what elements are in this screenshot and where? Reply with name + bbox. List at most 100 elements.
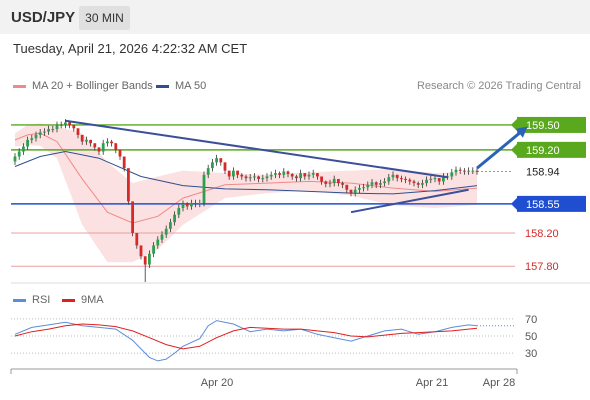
date-label-2: Apr 28 xyxy=(483,377,515,389)
9ma-swatch xyxy=(62,298,75,302)
candle-body xyxy=(156,239,160,246)
level-tag-159.50 xyxy=(517,116,586,133)
candle-body xyxy=(450,172,454,177)
candle-body xyxy=(337,178,340,184)
rsi-9ma-line xyxy=(14,323,478,350)
candle-body xyxy=(148,253,151,265)
trendline-1 xyxy=(65,119,448,179)
candle-body xyxy=(17,151,21,157)
rsi-tick-50: 50 xyxy=(525,331,537,343)
candle-body xyxy=(353,189,357,194)
candle-body xyxy=(274,173,277,175)
candle-body xyxy=(299,173,302,179)
candle-body xyxy=(349,189,353,194)
ma50-swatch xyxy=(156,84,169,88)
candle-body xyxy=(59,124,63,126)
candle-body xyxy=(366,184,370,188)
candle-body xyxy=(416,183,420,185)
rsi-tick-70: 70 xyxy=(525,314,537,326)
bollinger-band-fill xyxy=(15,123,477,263)
candle-body xyxy=(143,256,147,265)
candle-body xyxy=(223,162,227,171)
level-tag-pointer-158.94 xyxy=(511,165,517,178)
candle-body xyxy=(68,122,71,125)
candle-body xyxy=(387,177,391,182)
candle-body xyxy=(198,203,202,205)
timestamp: Tuesday, April 21, 2026 4:22:32 AM CET xyxy=(13,41,248,56)
level-label-158.55: 158.55 xyxy=(526,199,560,211)
candle-body xyxy=(85,139,88,142)
candle-body xyxy=(135,232,139,246)
candle-body xyxy=(429,178,433,180)
date-label-1: Apr 21 xyxy=(416,377,448,389)
candle-body xyxy=(110,141,113,144)
candle-body xyxy=(34,134,38,139)
candle-body xyxy=(278,173,281,175)
candle-body xyxy=(265,176,269,179)
candle-body xyxy=(93,143,97,148)
ma20-swatch xyxy=(13,84,26,88)
candle-body xyxy=(248,177,252,179)
candle-body xyxy=(26,139,29,147)
candle-body xyxy=(290,173,294,177)
level-tag-pointer-159.20 xyxy=(511,143,517,156)
candle-body xyxy=(253,176,256,178)
candle-body xyxy=(379,183,382,185)
candle-body xyxy=(412,181,416,184)
candle-body xyxy=(370,182,374,185)
candle-body xyxy=(320,176,323,182)
timeframe-button[interactable]: 30 MIN xyxy=(79,6,130,30)
candle-body xyxy=(194,203,197,205)
candle-body xyxy=(38,132,42,135)
candle-body xyxy=(51,129,55,131)
candle-body xyxy=(64,122,67,125)
candle-body xyxy=(227,170,231,177)
currency-pair-title: USD/JPY xyxy=(11,9,76,26)
candle-body xyxy=(101,143,105,152)
candle-body xyxy=(257,176,260,179)
candle-body xyxy=(458,169,462,171)
candle-body xyxy=(80,134,84,142)
candle-body xyxy=(442,176,445,182)
candle-body xyxy=(421,183,424,185)
candle-body xyxy=(433,178,437,180)
level-label-158.20: 158.20 xyxy=(525,228,559,240)
candle-body xyxy=(454,169,458,173)
candle-body xyxy=(169,222,172,229)
candle-body xyxy=(475,170,479,172)
9ma-label: 9MA xyxy=(81,294,104,306)
candle-body xyxy=(471,170,475,172)
ma50-label: MA 50 xyxy=(175,80,207,92)
candle-body xyxy=(311,173,315,175)
candle-body xyxy=(295,176,298,179)
candle-body xyxy=(425,179,428,184)
rsi-tick-30: 30 xyxy=(525,348,537,360)
rsi-label: RSI xyxy=(32,294,51,306)
candle-body xyxy=(118,149,122,157)
candle-body xyxy=(286,171,290,174)
trendline-2 xyxy=(350,188,469,214)
candle-body xyxy=(114,143,118,150)
candle-body xyxy=(76,128,80,135)
legend-9ma: 9MA xyxy=(62,294,104,306)
candle-body xyxy=(307,174,311,177)
candle-body xyxy=(303,173,307,177)
forecast-arrow-shaft xyxy=(476,130,523,170)
candle-body xyxy=(332,178,336,184)
level-tag-159.20 xyxy=(517,141,586,158)
candle-body xyxy=(232,170,235,177)
level-tag-158.94 xyxy=(517,163,586,180)
legend-ma50: MA 50 xyxy=(156,80,206,92)
level-label-158.94: 158.94 xyxy=(526,166,560,178)
candle-body xyxy=(22,146,25,152)
rsi-swatch xyxy=(13,298,26,302)
candle-body xyxy=(206,168,210,175)
candle-body xyxy=(391,174,395,178)
candle-body xyxy=(13,156,17,162)
level-tag-pointer-159.50 xyxy=(511,118,517,131)
candle-body xyxy=(400,178,403,180)
level-label-159.50: 159.50 xyxy=(526,120,560,132)
candle-body xyxy=(240,174,244,177)
research-credit: Research © 2026 Trading Central xyxy=(416,80,581,92)
